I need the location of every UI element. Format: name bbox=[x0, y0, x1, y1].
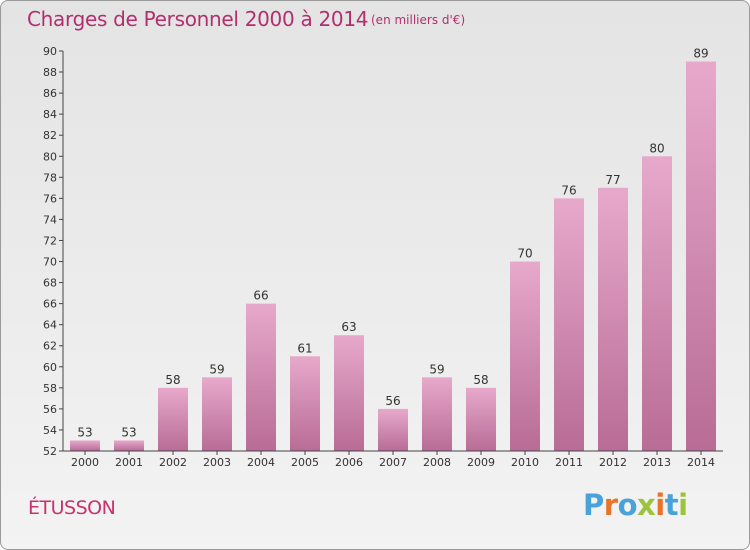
x-tick-label: 2002 bbox=[159, 456, 187, 469]
bar-value-label: 80 bbox=[649, 141, 664, 155]
bar bbox=[290, 356, 320, 451]
bar bbox=[686, 61, 716, 452]
x-tick-label: 2004 bbox=[247, 456, 275, 469]
y-tick-label: 66 bbox=[43, 298, 57, 311]
logo-letter: o bbox=[617, 488, 638, 522]
y-tick-label: 72 bbox=[43, 234, 57, 247]
bar-value-label: 66 bbox=[253, 289, 268, 303]
logo-letter: r bbox=[603, 488, 618, 522]
y-tick-label: 54 bbox=[43, 424, 57, 437]
bar-value-label: 61 bbox=[297, 341, 312, 355]
bar bbox=[158, 387, 188, 451]
x-tick-label: 2014 bbox=[687, 456, 715, 469]
bar-value-label: 77 bbox=[605, 173, 620, 187]
bar bbox=[642, 156, 672, 451]
bar bbox=[378, 408, 408, 451]
bar-value-label: 58 bbox=[165, 373, 180, 387]
proxiti-logo: Proxiti bbox=[583, 488, 688, 522]
y-tick-label: 82 bbox=[43, 129, 57, 142]
bar bbox=[422, 377, 452, 451]
commune-name: ÉTUSSON bbox=[28, 497, 116, 519]
bar-value-label: 63 bbox=[341, 320, 356, 334]
bar bbox=[202, 377, 232, 451]
x-tick-label: 2013 bbox=[643, 456, 671, 469]
y-tick-label: 58 bbox=[43, 382, 57, 395]
bar bbox=[334, 335, 364, 451]
logo-letter: P bbox=[583, 488, 604, 522]
y-tick-label: 78 bbox=[43, 171, 57, 184]
logo-letter: x bbox=[637, 488, 656, 522]
bar bbox=[114, 440, 144, 451]
y-tick-label: 64 bbox=[43, 319, 57, 332]
bar bbox=[466, 387, 496, 451]
bar bbox=[70, 440, 100, 451]
x-tick-label: 2011 bbox=[555, 456, 583, 469]
chart-unit: (en milliers d'€) bbox=[371, 13, 466, 27]
chart-title: Charges de Personnel 2000 à 2014 bbox=[27, 7, 369, 31]
x-tick-label: 2005 bbox=[291, 456, 319, 469]
y-tick-label: 90 bbox=[43, 45, 57, 58]
y-tick-label: 88 bbox=[43, 66, 57, 79]
x-tick-label: 2008 bbox=[423, 456, 451, 469]
x-tick-label: 2000 bbox=[71, 456, 99, 469]
x-tick-label: 2012 bbox=[599, 456, 627, 469]
logo-letter: i bbox=[678, 488, 688, 522]
y-tick-label: 80 bbox=[43, 150, 57, 163]
y-tick-label: 52 bbox=[43, 445, 57, 458]
y-tick-label: 86 bbox=[43, 87, 57, 100]
logo-letter: t bbox=[664, 488, 679, 522]
bar bbox=[554, 198, 584, 451]
bar bbox=[246, 303, 276, 451]
y-tick-label: 84 bbox=[43, 108, 57, 121]
bars-group: 53 53 58 59 66 61 63 56 59 58 70 76 77 80 89 bbox=[70, 47, 716, 452]
x-tick-label: 2010 bbox=[511, 456, 539, 469]
logo-letter: i bbox=[655, 488, 665, 522]
y-tick-label: 60 bbox=[43, 361, 57, 374]
y-tick-label: 56 bbox=[43, 403, 57, 416]
x-tick-label: 2007 bbox=[379, 456, 407, 469]
x-tick-label: 2006 bbox=[335, 456, 363, 469]
bar bbox=[510, 261, 540, 451]
bar-value-label: 53 bbox=[121, 425, 136, 439]
x-tick-label: 2001 bbox=[115, 456, 143, 469]
bar-value-label: 89 bbox=[693, 47, 708, 61]
bar-value-label: 59 bbox=[209, 362, 224, 376]
axes-group: 52 54 56 58 60 62 64 66 68 70 72 74 76 78 80 82 84 86 88 90… bbox=[43, 45, 723, 469]
bar-value-label: 76 bbox=[561, 183, 576, 197]
bar-value-label: 59 bbox=[429, 362, 444, 376]
bar-value-label: 58 bbox=[473, 373, 488, 387]
y-tick-label: 74 bbox=[43, 213, 57, 226]
bar-value-label: 56 bbox=[385, 394, 400, 408]
bar-value-label: 53 bbox=[77, 425, 92, 439]
y-tick-label: 70 bbox=[43, 256, 57, 269]
bar bbox=[598, 187, 628, 451]
x-tick-label: 2003 bbox=[203, 456, 231, 469]
y-tick-label: 76 bbox=[43, 192, 57, 205]
y-tick-label: 62 bbox=[43, 340, 57, 353]
x-tick-label: 2009 bbox=[467, 456, 495, 469]
y-tick-label: 68 bbox=[43, 277, 57, 290]
bar-value-label: 70 bbox=[517, 247, 532, 261]
